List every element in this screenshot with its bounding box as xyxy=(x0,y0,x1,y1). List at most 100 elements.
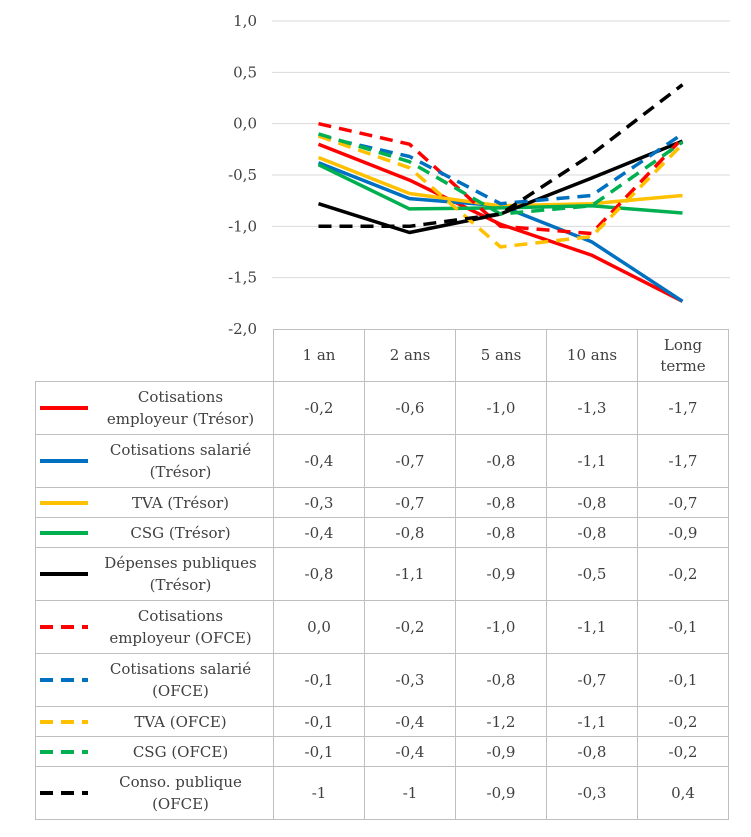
table-row: TVA (Trésor) -0,3 -0,7 -0,8 -0,8 -0,7 xyxy=(35,487,729,518)
data-cell: -1,0 xyxy=(455,381,547,435)
text-line: CSG (Trésor) xyxy=(130,523,231,542)
column-header: 1 an xyxy=(273,329,365,382)
data-cell: -0,9 xyxy=(455,547,547,601)
legend-label: Dépenses publiques (Trésor) xyxy=(92,552,273,596)
legend-key xyxy=(36,789,92,797)
series-line xyxy=(318,121,684,236)
legend-label: Cotisations employeur (Trésor) xyxy=(92,386,273,430)
data-cell: -1,7 xyxy=(637,434,729,488)
table-row: TVA (OFCE) -0,1 -0,4 -1,2 -1,1 -0,2 xyxy=(35,706,729,737)
legend-key xyxy=(36,499,92,507)
data-cell: -0,8 xyxy=(455,434,547,488)
legend-label: CSG (Trésor) xyxy=(92,522,273,544)
series-line xyxy=(318,132,684,206)
data-cell: -0,8 xyxy=(455,487,547,518)
legend-cell: Cotisations employeur (Trésor) xyxy=(35,381,274,435)
text-line: CSG (OFCE) xyxy=(132,742,229,761)
legend-cell: TVA (Trésor) xyxy=(35,487,274,518)
text-line: Long xyxy=(663,335,703,354)
data-cell: -0,1 xyxy=(637,600,729,654)
data-cell: -0,1 xyxy=(273,736,365,767)
legend-label: CSG (OFCE) xyxy=(92,741,273,763)
data-cell: -0,8 xyxy=(273,547,365,601)
data-cell: -0,3 xyxy=(364,653,456,707)
data-cell: 0,4 xyxy=(637,766,729,820)
text-line: 1 an xyxy=(302,346,336,364)
data-cell: -0,9 xyxy=(455,736,547,767)
data-cell: 0,0 xyxy=(273,600,365,654)
legend-key xyxy=(36,404,92,412)
legend-key-line xyxy=(40,678,88,682)
series-lines xyxy=(317,83,684,303)
text-line: employeur (Trésor) xyxy=(106,410,255,428)
data-cell: -1 xyxy=(364,766,456,820)
legend-label: Cotisations salarié (OFCE) xyxy=(92,658,273,702)
table-row: Cotisations salarié (OFCE) -0,1 -0,3 -0,8 -0,… xyxy=(35,653,729,707)
text-line: (OFCE) xyxy=(152,682,209,700)
series-line xyxy=(317,163,683,215)
text-line: 2 ans xyxy=(389,346,431,364)
legend-label: Conso. publique (OFCE) xyxy=(92,771,273,815)
table-row: CSG (Trésor) -0,4 -0,8 -0,8 -0,8 -0,9 xyxy=(35,517,729,548)
series-line xyxy=(317,161,684,303)
data-cell: -0,9 xyxy=(455,766,547,820)
data-cell: -1,3 xyxy=(546,381,638,435)
column-header: 5 ans xyxy=(455,329,547,382)
data-cell: -1,1 xyxy=(546,600,638,654)
text-line: 10 ans xyxy=(566,346,618,364)
data-cell: -0,8 xyxy=(455,653,547,707)
legend-cell: CSG (OFCE) xyxy=(35,736,274,767)
data-cell: -0,7 xyxy=(546,653,638,707)
data-cell: -0,7 xyxy=(637,487,729,518)
data-cell: -0,2 xyxy=(364,600,456,654)
data-cell: -0,8 xyxy=(546,487,638,518)
text-line: Cotisations xyxy=(137,388,224,406)
data-cell: -0,2 xyxy=(273,381,365,435)
data-cell: -0,4 xyxy=(364,736,456,767)
legend-key-line xyxy=(40,530,88,535)
line-chart: 1,00,50,0-0,5-1,0-1,5-2,0 xyxy=(228,12,730,338)
text-line: Dépenses publiques xyxy=(104,554,257,572)
series-line xyxy=(317,139,684,235)
table-row: CSG (OFCE) -0,1 -0,4 -0,9 -0,8 -0,2 xyxy=(35,736,729,767)
text-line: Cotisations xyxy=(137,607,224,625)
y-tick-label: -1,5 xyxy=(228,269,257,287)
y-tick-label: 0,5 xyxy=(233,63,257,81)
data-cell: -1,1 xyxy=(546,706,638,737)
data-cell: -0,7 xyxy=(364,434,456,488)
text-line: 5 ans xyxy=(480,346,522,364)
legend-cell: Cotisations salarié (OFCE) xyxy=(35,653,274,707)
data-cell: -0,2 xyxy=(637,706,729,737)
data-cell: -1,7 xyxy=(637,381,729,435)
data-cell: -1,2 xyxy=(455,706,547,737)
series-line xyxy=(317,134,684,249)
table-row: Cotisations employeur (OFCE) 0,0 -0,2 -1,0 -1… xyxy=(35,600,729,654)
table-row: Cotisations salarié (Trésor) -0,4 -0,7 -0,8-… xyxy=(35,434,729,488)
legend-key xyxy=(36,570,92,578)
text-line: employeur (OFCE) xyxy=(109,629,252,647)
legend-label: Cotisations salarié (Trésor) xyxy=(92,439,273,483)
data-cell: -0,8 xyxy=(364,517,456,548)
text-line: Cotisations salarié xyxy=(109,660,252,678)
data-cell: -0,8 xyxy=(546,517,638,548)
table-row: Dépenses publiques (Trésor) -0,8 -1,1 -0,9 -0… xyxy=(35,547,729,601)
legend-cell: Dépenses publiques (Trésor) xyxy=(35,547,274,601)
legend-key-line xyxy=(40,459,88,463)
legend-key xyxy=(36,623,92,631)
data-cell: -0,6 xyxy=(364,381,456,435)
data-cell: -1,1 xyxy=(364,547,456,601)
data-cell: -0,3 xyxy=(546,766,638,820)
text-line: TVA (Trésor) xyxy=(131,493,230,512)
data-cell: -0,1 xyxy=(637,653,729,707)
table-header-row: 1 an 2 ans 5 ans 10 ans Long terme xyxy=(35,329,729,382)
column-header: 10 ans xyxy=(546,329,638,382)
data-cell: -0,1 xyxy=(273,653,365,707)
table-row: Cotisations employeur (Trésor) -0,2 -0,6 -1,… xyxy=(35,381,729,435)
legend-key xyxy=(36,457,92,465)
legend-cell: Cotisations employeur (OFCE) xyxy=(35,600,274,654)
data-cell: -0,4 xyxy=(273,517,365,548)
text-line: Cotisations salarié xyxy=(109,441,252,459)
data-cell: -0,5 xyxy=(546,547,638,601)
data-table: 1 an 2 ans 5 ans 10 ans Long terme Cotisations… xyxy=(35,329,729,820)
data-cell: -0,1 xyxy=(273,706,365,737)
